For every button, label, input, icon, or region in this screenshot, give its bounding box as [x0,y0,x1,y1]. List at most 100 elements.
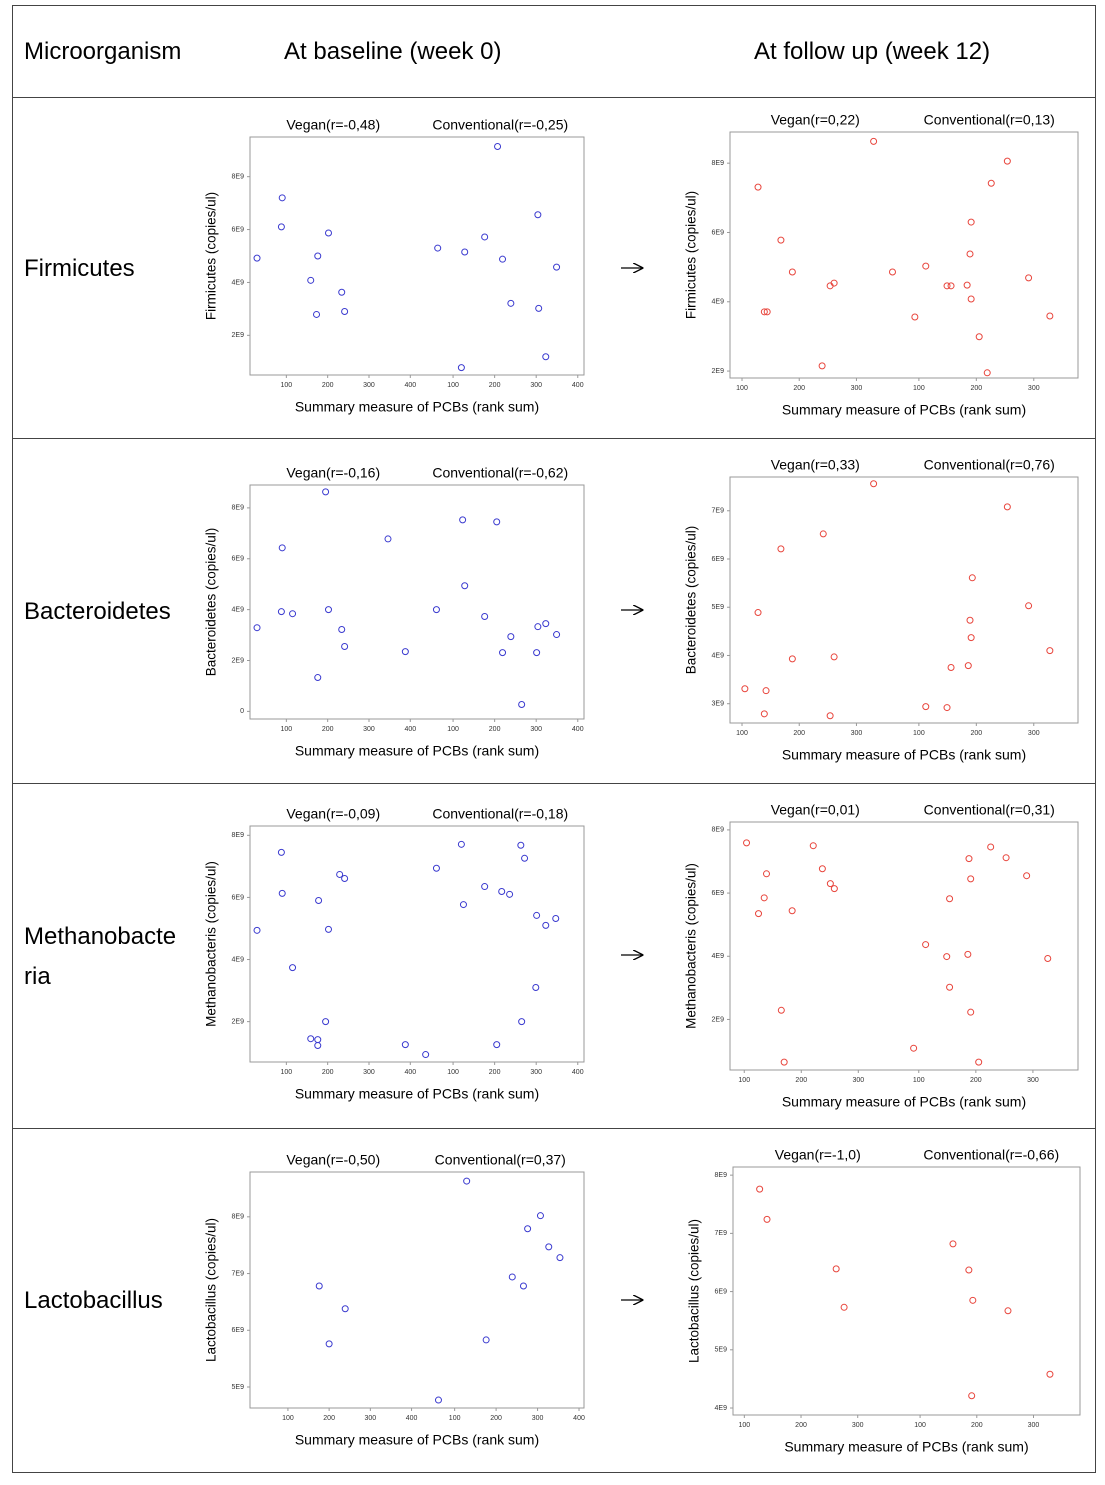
x-tick-label: 300 [530,1069,542,1076]
row-label: Firmicutes [24,255,135,282]
data-point [314,1036,322,1044]
plot-frame [729,821,1079,1071]
data-point [324,606,332,614]
x-tick-label: 200 [970,730,982,737]
arrows [621,268,642,1300]
table-frame [12,5,1096,1473]
x-tick-label: 100 [447,726,459,733]
y-tick-label: 6E9 [232,556,245,563]
charts: 2E9 4E9 6E9 8E9 Firmicutes (copies/ul) Summar… [204,112,1081,1455]
data-point [253,624,261,632]
data-point [968,1392,976,1400]
row-label: Methanobacteria [24,923,177,990]
data-point [741,685,749,693]
data-point [1046,647,1054,655]
x-tick-label: 200 [793,730,805,737]
data-point [481,612,489,620]
data-point [314,252,322,260]
data-point [826,880,834,888]
data-point [532,983,540,991]
data-point [432,864,440,872]
x-tick-label: 200 [795,1077,807,1084]
data-point [457,364,465,372]
data-point [519,1282,527,1290]
y-tick-label: 6E9 [715,1288,728,1295]
data-point [324,229,332,237]
x-tick-label: 200 [793,385,805,392]
data-point [1046,312,1054,320]
panel-title: Conventional(r=-0,62) [432,465,568,481]
data-point [788,655,796,663]
data-point [552,915,560,923]
y-tick-label: 7E9 [232,1270,245,1277]
x-tick-label: 100 [282,1415,294,1422]
x-axis-label: Summary measure of PCBs (rank sum) [295,399,539,415]
plot-frame [249,484,585,720]
data-point [533,649,541,657]
x-tick-label: 100 [736,730,748,737]
data-point [322,488,330,496]
data-point [508,1273,516,1281]
x-tick-label: 400 [572,382,584,389]
y-axis-label: Bacteroidetes (copies/ul) [684,526,699,675]
plot-frame [249,825,585,1063]
data-point [542,620,550,628]
data-point [338,625,346,633]
data-point [434,1396,442,1404]
header-cell: Microorganism [24,38,182,65]
y-tick-label: 8E9 [232,174,245,181]
x-tick-label: 100 [447,382,459,389]
data-point [481,883,489,891]
data-point [542,353,550,361]
y-axis-label: Bacteroidetes (copies/ul) [204,528,219,677]
data-point [967,875,975,883]
data-point [536,1212,544,1220]
y-tick-label: 4E9 [232,956,245,963]
x-tick-label: 200 [489,382,501,389]
x-tick-label: 300 [530,726,542,733]
data-point [922,703,930,711]
data-point [830,653,838,661]
x-tick-label: 100 [447,1069,459,1076]
panel-title: Conventional(r=0,31) [924,802,1055,818]
data-point [493,518,501,526]
x-tick-label: 400 [573,1415,585,1422]
data-point [788,268,796,276]
x-tick-label: 400 [404,726,416,733]
data-point [826,712,834,720]
x-axis-label: Summary measure of PCBs (rank sum) [295,1086,539,1102]
data-point [780,1058,788,1066]
x-tick-label: 100 [281,382,293,389]
data-point [870,137,878,145]
plot-frame [732,1166,1081,1416]
y-axis-label: Methanobacteris (copies/ul) [684,863,699,1029]
y-tick-label: 6E9 [712,229,725,236]
data-point [507,633,515,641]
y-tick-label: 2E9 [232,332,245,339]
y-axis-label: Lactobacillus (copies/ul) [204,1218,219,1362]
x-tick-label: 400 [572,1069,584,1076]
data-point [763,1215,771,1223]
data-point [965,1266,973,1274]
data-point [967,1008,975,1016]
x-tick-label: 300 [363,1069,375,1076]
data-point [461,582,469,590]
data-point [946,983,954,991]
data-point [911,313,919,321]
data-point [307,276,315,284]
data-point [535,304,543,312]
x-tick-label: 200 [322,382,334,389]
data-point [1002,854,1010,862]
scatter-chart: 0 2E9 4E9 6E9 8E9 Bacteroidetes (copies/ul) Su… [204,465,585,759]
data-point [964,950,972,958]
data-point [840,1303,848,1311]
data-point [325,1340,333,1348]
y-tick-label: 2E9 [232,657,245,664]
x-tick-label: 100 [913,730,925,737]
x-tick-label: 200 [970,1077,982,1084]
plot-frame [729,131,1079,379]
data-point [494,143,502,151]
data-point [481,233,489,241]
x-tick-label: 400 [572,726,584,733]
